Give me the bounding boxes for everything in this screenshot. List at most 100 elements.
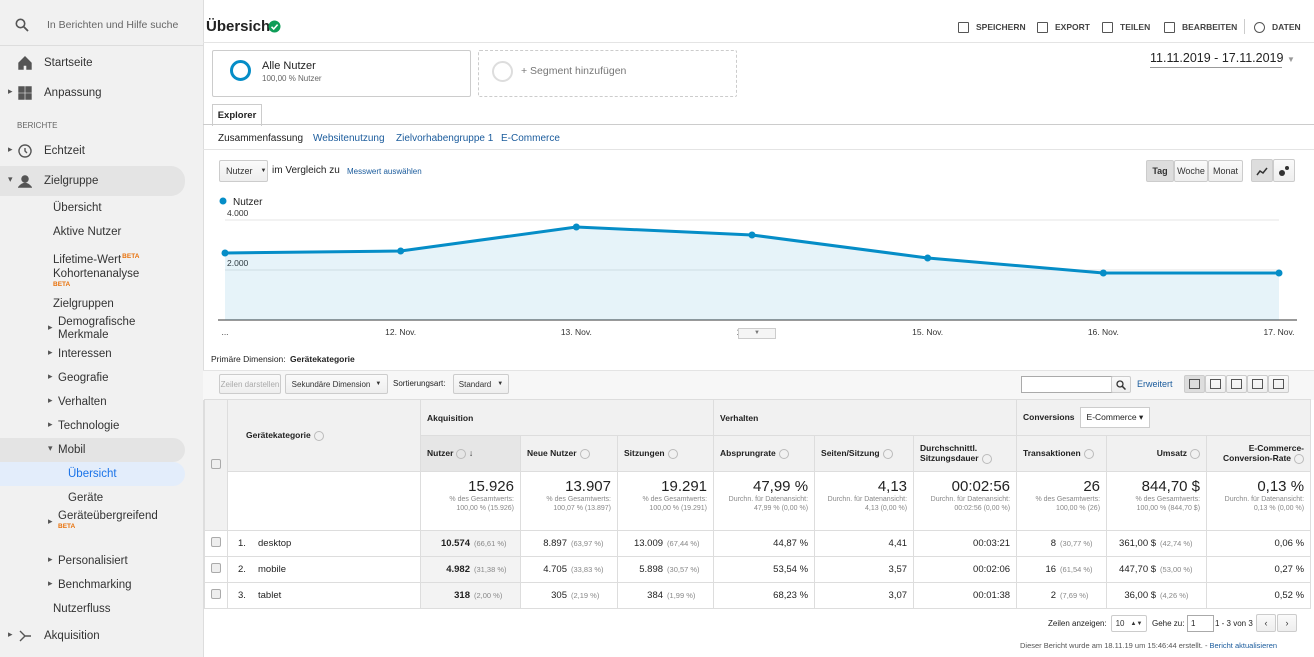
- column-header[interactable]: Durchschnittl. Sitzungsdauer: [913, 435, 1018, 472]
- column-header[interactable]: Sitzungen: [616, 435, 715, 472]
- column-header[interactable]: Neue Nutzer: [520, 435, 618, 472]
- sort-select[interactable]: Standard ▼: [453, 374, 509, 394]
- date-caret[interactable]: ▼: [1287, 55, 1295, 64]
- cell-share: (53,00 %): [1160, 565, 1193, 574]
- expand-arrow[interactable]: ▸: [48, 419, 53, 429]
- column-header[interactable]: Seiten/Sitzung: [814, 435, 915, 472]
- plot-rows[interactable]: Zeilen darstellen: [219, 374, 281, 394]
- expand-arrow[interactable]: ▸: [8, 629, 13, 639]
- column-header[interactable]: Absprungrate: [713, 435, 816, 472]
- refresh-link[interactable]: Bericht aktualisieren: [1209, 641, 1278, 650]
- date-range[interactable]: 11.11.2019 - 17.11.2019: [1150, 51, 1284, 65]
- header-action[interactable]: TEILEN: [1120, 22, 1151, 32]
- header-action[interactable]: BEARBEITEN: [1182, 22, 1238, 32]
- nav-item[interactable]: Übersicht: [53, 202, 102, 215]
- advanced-filter[interactable]: Erweitert: [1137, 379, 1173, 389]
- view-button[interactable]: [1226, 375, 1247, 393]
- nav-item[interactable]: Startseite: [44, 57, 93, 70]
- total-cell: 00:02:56 Durchn. für Datenansicht: 00:02:…: [913, 471, 1018, 531]
- row-select[interactable]: [204, 530, 228, 557]
- column-header[interactable]: Umsatz: [1106, 435, 1208, 472]
- nav-item[interactable]: Nutzerfluss: [53, 603, 111, 616]
- segment-card[interactable]: [212, 50, 471, 97]
- motion-chart-button[interactable]: [1273, 159, 1295, 182]
- nav-item[interactable]: Personalisiert: [58, 555, 128, 568]
- column-header[interactable]: Nutzer ↓: [420, 435, 521, 472]
- nav-item[interactable]: Mobil: [58, 444, 85, 457]
- row-select[interactable]: [204, 556, 228, 583]
- nav-item[interactable]: Geografie: [58, 372, 109, 385]
- nav-item[interactable]: Zielgruppe: [44, 175, 98, 188]
- header-action[interactable]: SPEICHERN: [976, 22, 1026, 32]
- expand-arrow[interactable]: ▾: [48, 443, 53, 453]
- row-select[interactable]: [204, 582, 228, 609]
- table-search[interactable]: [1021, 376, 1113, 393]
- total-detail: % des Gesamtwerts: 100,00 % (15.926): [449, 496, 514, 512]
- line-chart-button[interactable]: [1251, 159, 1273, 182]
- view-button[interactable]: [1205, 375, 1226, 393]
- expand-arrow[interactable]: ▾: [8, 174, 13, 184]
- period-button[interactable]: Monat: [1208, 160, 1243, 182]
- nav-item[interactable]: Anpassung: [44, 87, 102, 100]
- nav-label: Geografie: [58, 372, 109, 384]
- column-header[interactable]: Transaktionen: [1016, 435, 1108, 472]
- goto-input[interactable]: 1: [1187, 615, 1214, 632]
- nav-item[interactable]: Übersicht: [68, 468, 117, 481]
- column-header[interactable]: E-Commerce-Conversion-Rate: [1206, 435, 1312, 472]
- nav-item[interactable]: Demografische Merkmale: [58, 316, 150, 342]
- period-button[interactable]: Tag: [1146, 160, 1174, 182]
- subtab[interactable]: Websitenutzung: [313, 133, 385, 144]
- nav-item[interactable]: Akquisition: [44, 630, 100, 643]
- expand-arrow[interactable]: ▸: [48, 554, 53, 564]
- expand-arrow[interactable]: ▸: [48, 516, 53, 526]
- subtab[interactable]: E-Commerce: [501, 133, 560, 144]
- period-button[interactable]: Woche: [1174, 160, 1208, 182]
- cell-value: 00:03:21: [973, 538, 1011, 549]
- row-name[interactable]: tablet: [258, 590, 282, 601]
- expand-arrow[interactable]: ▸: [48, 578, 53, 588]
- prev-page[interactable]: ‹: [1256, 614, 1276, 632]
- pick-metric[interactable]: Messwert auswählen: [347, 167, 422, 176]
- column-label: Nutzer: [427, 448, 454, 459]
- nav-item[interactable]: Kohortenanalyse BETA: [53, 268, 139, 288]
- conversion-select[interactable]: E-Commerce ▾: [1079, 407, 1151, 428]
- subtab[interactable]: Zusammenfassung: [218, 133, 304, 144]
- header-action[interactable]: EXPORT: [1055, 22, 1090, 32]
- explorer-tab[interactable]: Explorer: [212, 104, 262, 126]
- table-search-button[interactable]: [1111, 376, 1131, 393]
- metric-select[interactable]: Nutzer ▼: [219, 160, 268, 182]
- nav-item[interactable]: Technologie: [58, 420, 119, 433]
- nav-item[interactable]: Lifetime-WertBETA: [53, 250, 139, 267]
- dimension-value[interactable]: Gerätekategorie: [290, 354, 355, 364]
- chart-collapse[interactable]: ▼: [738, 328, 776, 339]
- nav-item[interactable]: Geräteübergreifend BETA: [58, 510, 158, 530]
- nav-item[interactable]: Aktive Nutzer: [53, 226, 121, 239]
- view-button[interactable]: [1268, 375, 1289, 393]
- nav-item[interactable]: Geräte: [68, 492, 103, 505]
- cell-value: 318: [454, 590, 470, 601]
- subtab[interactable]: Zielvorhabengruppe 1: [396, 133, 494, 144]
- rows-select[interactable]: 10 ▲▼: [1111, 615, 1147, 632]
- nav-item[interactable]: Echtzeit: [44, 145, 85, 158]
- next-page[interactable]: ›: [1277, 614, 1297, 632]
- expand-arrow[interactable]: ▸: [48, 371, 53, 381]
- view-button[interactable]: [1184, 375, 1205, 393]
- expand-arrow[interactable]: ▸: [48, 347, 53, 357]
- row-name[interactable]: desktop: [258, 538, 292, 549]
- search-field[interactable]: In Berichten und Hilfe suche: [47, 19, 179, 31]
- nav-item[interactable]: Benchmarking: [58, 579, 132, 592]
- add-segment[interactable]: [478, 50, 737, 97]
- nav-label: Kohortenanalyse: [53, 268, 140, 280]
- expand-arrow[interactable]: ▸: [8, 144, 13, 154]
- report-note: Dieser Bericht wurde am 18.11.19 um 15:4…: [1020, 641, 1277, 650]
- nav-item[interactable]: Verhalten: [58, 396, 107, 409]
- header-action[interactable]: DATEN: [1272, 22, 1301, 32]
- expand-arrow[interactable]: ▸: [48, 395, 53, 405]
- expand-arrow[interactable]: ▸: [8, 86, 13, 96]
- nav-item[interactable]: Zielgruppen: [53, 298, 114, 311]
- expand-arrow[interactable]: ▸: [48, 322, 53, 332]
- secondary-dimension[interactable]: Sekundäre Dimension ▼: [285, 374, 388, 394]
- row-name[interactable]: mobile: [258, 564, 286, 575]
- view-button[interactable]: [1247, 375, 1268, 393]
- nav-item[interactable]: Interessen: [58, 348, 112, 361]
